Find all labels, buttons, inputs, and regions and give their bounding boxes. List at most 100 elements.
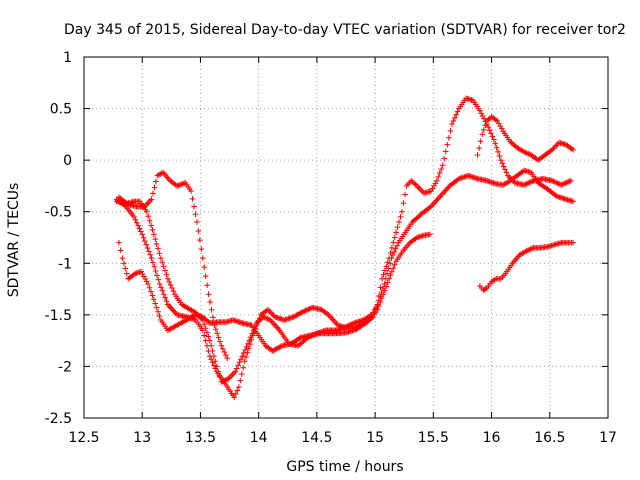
x-tick-label: 12.5 [68,430,99,446]
data-point-marker [388,255,395,261]
data-point-marker [298,309,305,316]
data-point-marker [562,180,569,186]
data-point-marker [450,118,457,124]
data-point-marker [453,111,459,118]
x-tick-label: 15.5 [418,430,449,446]
data-point-marker [151,263,158,270]
data-point-marker [144,208,150,215]
data-point-marker [215,368,222,375]
data-point-marker [211,362,217,369]
data-point-marker [133,219,140,226]
data-point-marker [153,178,159,185]
data-point-marker [499,160,506,167]
data-point-marker [213,326,219,333]
data-point-marker [554,180,561,186]
data-point-marker [152,300,159,307]
data-point-marker [156,250,163,257]
data-point-marker [385,265,392,272]
data-point-marker [559,181,566,188]
x-tick-label: 13.5 [185,430,216,446]
y-tick-label: -2 [58,359,72,375]
data-point-marker [434,177,440,184]
data-point-marker [397,214,404,220]
data-point-marker [485,124,492,130]
data-point-marker [496,153,503,159]
data-point-marker [217,338,223,345]
y-axis-label: SDTVAR / TECUs [6,183,22,298]
data-point-marker [380,285,386,291]
data-point-marker [236,359,243,366]
data-point-marker [192,211,199,218]
data-point-marker [367,312,374,319]
data-point-marker [146,217,153,224]
data-point-marker [402,191,408,198]
data-point-marker [308,332,315,339]
data-point-marker [522,181,529,188]
data-point-marker [491,136,497,143]
data-point-marker [252,323,258,330]
data-point-marker [159,259,166,266]
data-point-marker [247,334,254,340]
data-point-marker [119,255,126,261]
data-point-marker [311,331,318,338]
data-point-marker [224,355,231,361]
data-point-marker [131,214,137,220]
x-tick-label: 13 [133,430,151,446]
data-point-marker [343,323,349,330]
data-point-marker [155,245,161,252]
data-point-marker [306,334,312,340]
data-point-marker [170,288,177,294]
data-point-marker [152,268,159,274]
data-point-marker [199,317,206,323]
data-point-marker [393,229,399,236]
data-point-marker [148,222,154,229]
data-point-marker [205,291,212,298]
data-point-marker [449,121,455,127]
data-point-marker [384,270,391,277]
data-point-marker [277,343,284,350]
data-point-marker [436,170,443,176]
data-point-marker [394,242,400,249]
data-point-marker [377,293,384,300]
data-point-marker [208,356,214,363]
data-point-marker [189,196,196,202]
data-point-marker [392,246,399,252]
data-point-marker [220,346,226,352]
data-point-marker [378,289,385,295]
data-point-marker [232,368,239,375]
data-point-marker [390,252,396,258]
data-point-marker [160,263,167,270]
data-point-marker [153,241,160,247]
data-point-marker [237,377,244,384]
data-point-marker [209,348,216,354]
data-point-marker [561,180,567,187]
data-point-marker [296,335,303,342]
data-point-marker [191,203,197,210]
data-point-marker [444,141,451,148]
y-tick-label: -0.5 [45,205,72,221]
data-point-marker [154,272,160,279]
data-point-marker [312,331,319,337]
data-point-marker [249,330,255,337]
data-point-marker [156,281,163,287]
data-point-marker [553,179,559,186]
data-point-marker [204,282,210,289]
data-point-marker [391,249,398,255]
data-point-marker [151,296,157,303]
data-point-marker [474,152,481,158]
data-point-marker [221,349,228,355]
data-point-marker [570,198,576,205]
data-point-marker [215,334,222,341]
data-point-marker [148,255,155,261]
x-tick-label: 15 [366,430,384,446]
data-point-marker [177,182,183,188]
data-point-marker [158,255,164,261]
data-point-marker [150,259,156,266]
data-point-marker [454,108,461,115]
data-point-marker [179,181,186,187]
data-point-marker [439,162,446,169]
data-point-marker [209,359,216,366]
data-point-marker [138,228,144,235]
data-point-marker [390,239,397,246]
data-point-marker [528,179,534,185]
